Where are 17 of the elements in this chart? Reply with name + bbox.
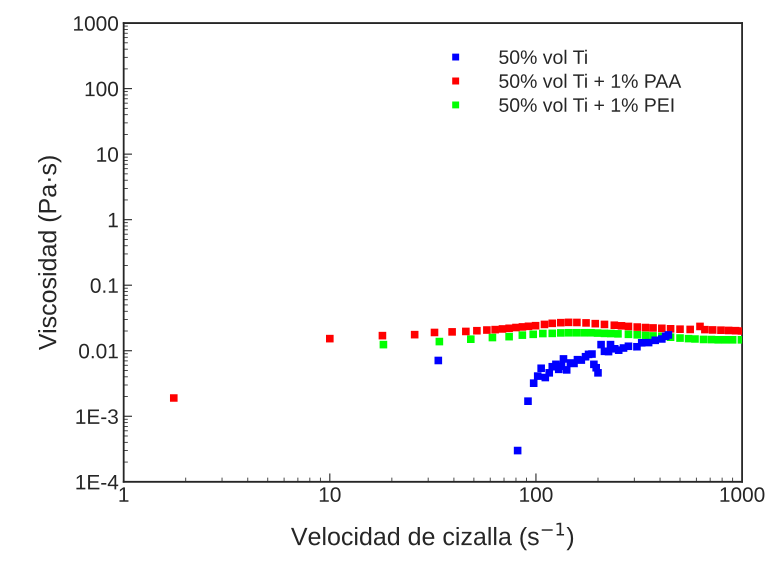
y-tick-label: 0.01 [79, 344, 118, 358]
y-tick-label: 100 [86, 82, 118, 96]
y-tick-label: 1 [108, 212, 118, 228]
legend-label: 50% vol Ti + 1% PEI [499, 98, 674, 112]
legend-label: 50% vol Ti [499, 50, 587, 64]
y-axis-title: Viscosidad (Pa·s) [38, 156, 62, 350]
x-axis-title: Velocidad de cizalla (s$^{−1}$) [290, 522, 574, 550]
legend-label: 50% vol Ti + 1% PAA [499, 74, 682, 88]
x-tick-label: 1000 [720, 487, 764, 502]
y-tick-label: 1000 [74, 16, 118, 31]
x-tick-label: 100 [520, 487, 553, 502]
x-tick-label: 1 [119, 487, 128, 502]
y-tick-label: 1E-3 [76, 409, 118, 424]
y-tick-label: 0.1 [90, 278, 118, 293]
y-tick-label: 10 [97, 147, 118, 162]
x-tick-label: 10 [320, 487, 341, 502]
y-tick-label: 1E-4 [76, 475, 118, 490]
